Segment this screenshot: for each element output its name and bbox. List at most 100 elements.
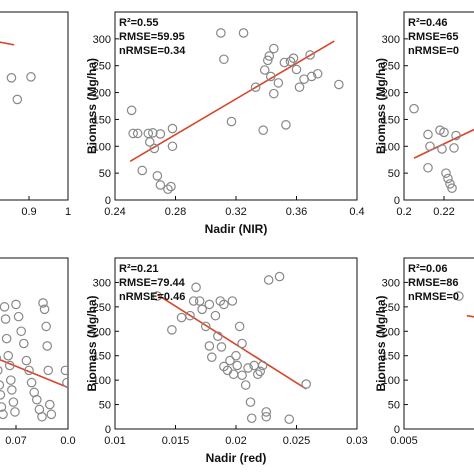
marks bbox=[152, 271, 311, 425]
data-point bbox=[447, 183, 457, 193]
x-tick-label: 0.9 bbox=[21, 206, 36, 218]
data-point bbox=[126, 105, 137, 116]
data-point bbox=[0, 402, 7, 412]
data-point bbox=[227, 296, 238, 306]
data-point bbox=[152, 171, 163, 181]
x-tick-label: 0.28 bbox=[165, 206, 186, 218]
x-tick-label: 0.015 bbox=[162, 435, 190, 447]
data-point bbox=[0, 390, 6, 400]
data-point bbox=[255, 366, 265, 377]
stat-annotation: R²=0.55 bbox=[119, 17, 158, 29]
data-point bbox=[62, 377, 68, 388]
data-point bbox=[8, 397, 19, 407]
data-point bbox=[3, 350, 13, 361]
data-point bbox=[204, 299, 215, 310]
plot-frame bbox=[403, 257, 474, 430]
y-tick-label: 300 bbox=[93, 277, 111, 289]
stat-annotation: RMSE=65 bbox=[408, 31, 458, 43]
marks bbox=[0, 41, 36, 105]
data-point bbox=[185, 310, 195, 321]
data-point bbox=[7, 385, 17, 395]
data-point bbox=[273, 78, 284, 88]
data-point bbox=[155, 129, 166, 139]
data-point bbox=[234, 321, 245, 332]
data-point bbox=[301, 379, 311, 389]
x-tick-label: 0.32 bbox=[225, 206, 246, 218]
panel-top-middle: 0.24 0.28 0.32 0.36 0.4 0 50 100 150 200 250 300 R²=… bbox=[85, 11, 365, 236]
data-point bbox=[152, 291, 163, 301]
x-tick-label: 0.005 bbox=[390, 435, 418, 447]
stat-annotation: nRMSE=0.34 bbox=[119, 45, 186, 57]
marks bbox=[454, 291, 474, 318]
y-axis-label: Biomass (Mg/ha) bbox=[85, 295, 99, 391]
y-tick-label: 50 bbox=[99, 168, 111, 180]
panel-top-right: 0.2 0.22 0 50 100 150 200 250 300 R²=0.46 RMSE=65 n… bbox=[374, 11, 474, 218]
stat-annotation: RMSE=86 bbox=[408, 277, 458, 289]
plot-frame bbox=[0, 11, 69, 201]
data-point bbox=[285, 56, 296, 67]
data-point bbox=[449, 143, 459, 153]
data-point bbox=[16, 326, 26, 337]
data-point bbox=[279, 57, 290, 68]
stat-annotation: nRMSE=0.46 bbox=[119, 291, 185, 303]
data-point bbox=[425, 141, 435, 152]
y-tick-label: 300 bbox=[382, 34, 400, 46]
data-point bbox=[454, 291, 464, 301]
data-point bbox=[167, 141, 178, 152]
data-point bbox=[188, 296, 199, 306]
y-axis-label: Biomass (Mg/ha) bbox=[85, 58, 99, 154]
data-point bbox=[305, 50, 315, 60]
data-point bbox=[60, 365, 68, 376]
y-tick-label: 50 bbox=[99, 400, 111, 412]
data-point bbox=[219, 54, 229, 65]
data-point bbox=[6, 375, 16, 385]
data-point bbox=[216, 342, 227, 352]
y-tick-label: 250 bbox=[382, 61, 400, 73]
data-point bbox=[43, 365, 54, 376]
y-tick-label: 150 bbox=[382, 351, 400, 363]
data-point bbox=[226, 116, 237, 127]
regression-line bbox=[413, 128, 474, 159]
y-tick-label: 150 bbox=[93, 351, 111, 363]
x-axis-label: Nadir (red) bbox=[206, 451, 267, 465]
data-point bbox=[144, 137, 155, 147]
data-point bbox=[262, 55, 273, 66]
y-tick-label: 250 bbox=[93, 61, 111, 73]
regression-line bbox=[129, 40, 335, 163]
data-point bbox=[191, 282, 201, 293]
regression-line bbox=[156, 293, 307, 390]
y-tick-label: 250 bbox=[93, 302, 111, 314]
data-point bbox=[167, 123, 178, 134]
stat-annotation: nRMSE=0 bbox=[408, 45, 459, 57]
data-point bbox=[258, 125, 269, 135]
y-tick-label: 0 bbox=[105, 195, 111, 207]
marks bbox=[126, 28, 344, 195]
data-point bbox=[238, 28, 249, 38]
data-point bbox=[163, 184, 173, 195]
data-point bbox=[257, 360, 268, 371]
data-point bbox=[46, 409, 57, 420]
data-point bbox=[4, 360, 15, 371]
panel-top-left: 0.9 1 bbox=[0, 11, 71, 218]
data-point bbox=[281, 120, 291, 130]
data-point bbox=[41, 321, 51, 332]
x-axis-label: Nadir (NIR) bbox=[205, 222, 268, 236]
x-tick-label: 0.2 bbox=[396, 206, 411, 218]
data-point bbox=[200, 321, 211, 332]
x-tick-label: 0.4 bbox=[349, 206, 364, 218]
data-point bbox=[409, 103, 419, 114]
data-point bbox=[0, 302, 10, 312]
data-point bbox=[261, 407, 272, 417]
data-point bbox=[166, 181, 176, 192]
data-point bbox=[228, 369, 239, 380]
data-point bbox=[294, 82, 305, 92]
data-point bbox=[167, 325, 177, 335]
data-point bbox=[265, 71, 276, 82]
regression-line bbox=[466, 314, 474, 318]
data-point bbox=[225, 355, 235, 366]
y-tick-label: 200 bbox=[382, 326, 400, 338]
data-point bbox=[0, 380, 5, 390]
data-point bbox=[445, 179, 455, 189]
data-point bbox=[194, 296, 205, 306]
data-point bbox=[1, 333, 12, 344]
